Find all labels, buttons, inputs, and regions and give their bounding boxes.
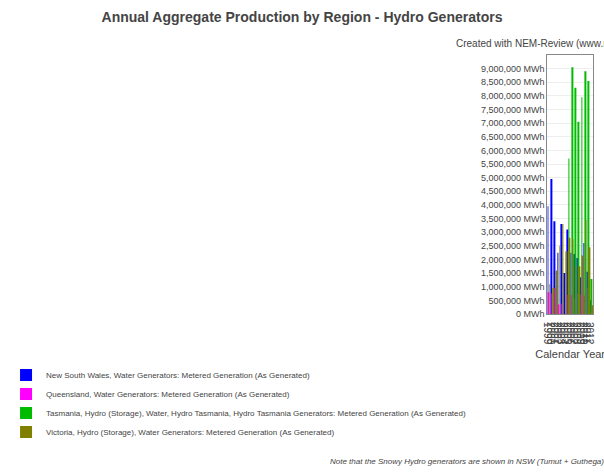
- svg-text:Calendar Year: Calendar Year: [535, 348, 604, 360]
- svg-text:4,000,000 MWh: 4,000,000 MWh: [481, 200, 545, 210]
- svg-text:2001: 2001: [549, 322, 560, 345]
- svg-text:2011: 2011: [581, 322, 592, 344]
- svg-text:7,500,000 MWh: 7,500,000 MWh: [481, 105, 545, 115]
- svg-text:2002: 2002: [552, 322, 563, 345]
- svg-text:New South Wales, Water Generat: New South Wales, Water Generators: Meter…: [46, 371, 310, 380]
- svg-text:Annual Aggregate Production by: Annual Aggregate Production by Region - …: [102, 9, 503, 25]
- svg-text:2008: 2008: [571, 322, 582, 345]
- svg-text:3,000,000 MWh: 3,000,000 MWh: [481, 227, 545, 237]
- svg-text:1,500,000 MWh: 1,500,000 MWh: [481, 268, 545, 278]
- svg-text:Tasmania, Hydro (Storage), Wat: Tasmania, Hydro (Storage), Water, Hydro …: [46, 409, 466, 418]
- svg-text:0 MWh: 0 MWh: [516, 309, 545, 319]
- svg-text:2000: 2000: [545, 322, 556, 345]
- svg-text:1999: 1999: [542, 322, 553, 345]
- svg-text:2,000,000 MWh: 2,000,000 MWh: [481, 255, 545, 265]
- svg-text:2009: 2009: [575, 322, 586, 345]
- svg-text:2012: 2012: [584, 322, 595, 345]
- svg-text:6,000,000 MWh: 6,000,000 MWh: [481, 146, 545, 156]
- svg-text:3,500,000 MWh: 3,500,000 MWh: [481, 214, 545, 224]
- svg-text:7,000,000 MWh: 7,000,000 MWh: [481, 118, 545, 128]
- svg-text:Created with NEM-Review (www.n: Created with NEM-Review (www.nem-review.…: [456, 38, 604, 49]
- svg-text:4,500,000 MWh: 4,500,000 MWh: [481, 186, 545, 196]
- svg-text:2,500,000 MWh: 2,500,000 MWh: [481, 241, 545, 251]
- svg-text:1,000,000 MWh: 1,000,000 MWh: [481, 282, 545, 292]
- svg-text:5,000,000 MWh: 5,000,000 MWh: [481, 173, 545, 183]
- svg-text:2003: 2003: [555, 322, 566, 345]
- svg-text:6,500,000 MWh: 6,500,000 MWh: [481, 132, 545, 142]
- svg-text:9,000,000 MWh: 9,000,000 MWh: [481, 64, 545, 74]
- svg-text:5,500,000 MWh: 5,500,000 MWh: [481, 159, 545, 169]
- svg-text:2005: 2005: [562, 322, 573, 345]
- svg-text:2007: 2007: [568, 322, 579, 345]
- svg-text:8,000,000 MWh: 8,000,000 MWh: [481, 91, 545, 101]
- svg-text:8,500,000 MWh: 8,500,000 MWh: [481, 77, 545, 87]
- svg-text:2004: 2004: [558, 322, 569, 345]
- svg-text:Victoria, Hydro (Storage), Wat: Victoria, Hydro (Storage), Water Generat…: [46, 428, 334, 437]
- svg-text:2010: 2010: [578, 322, 589, 345]
- svg-text:2006: 2006: [565, 322, 576, 345]
- svg-text:Note that the Snowy Hydro gene: Note that the Snowy Hydro generators are…: [330, 457, 604, 466]
- svg-text:Queensland, Water Generators:: Queensland, Water Generators: Metered Ge…: [46, 390, 290, 399]
- svg-text:500,000 MWh: 500,000 MWh: [489, 296, 545, 306]
